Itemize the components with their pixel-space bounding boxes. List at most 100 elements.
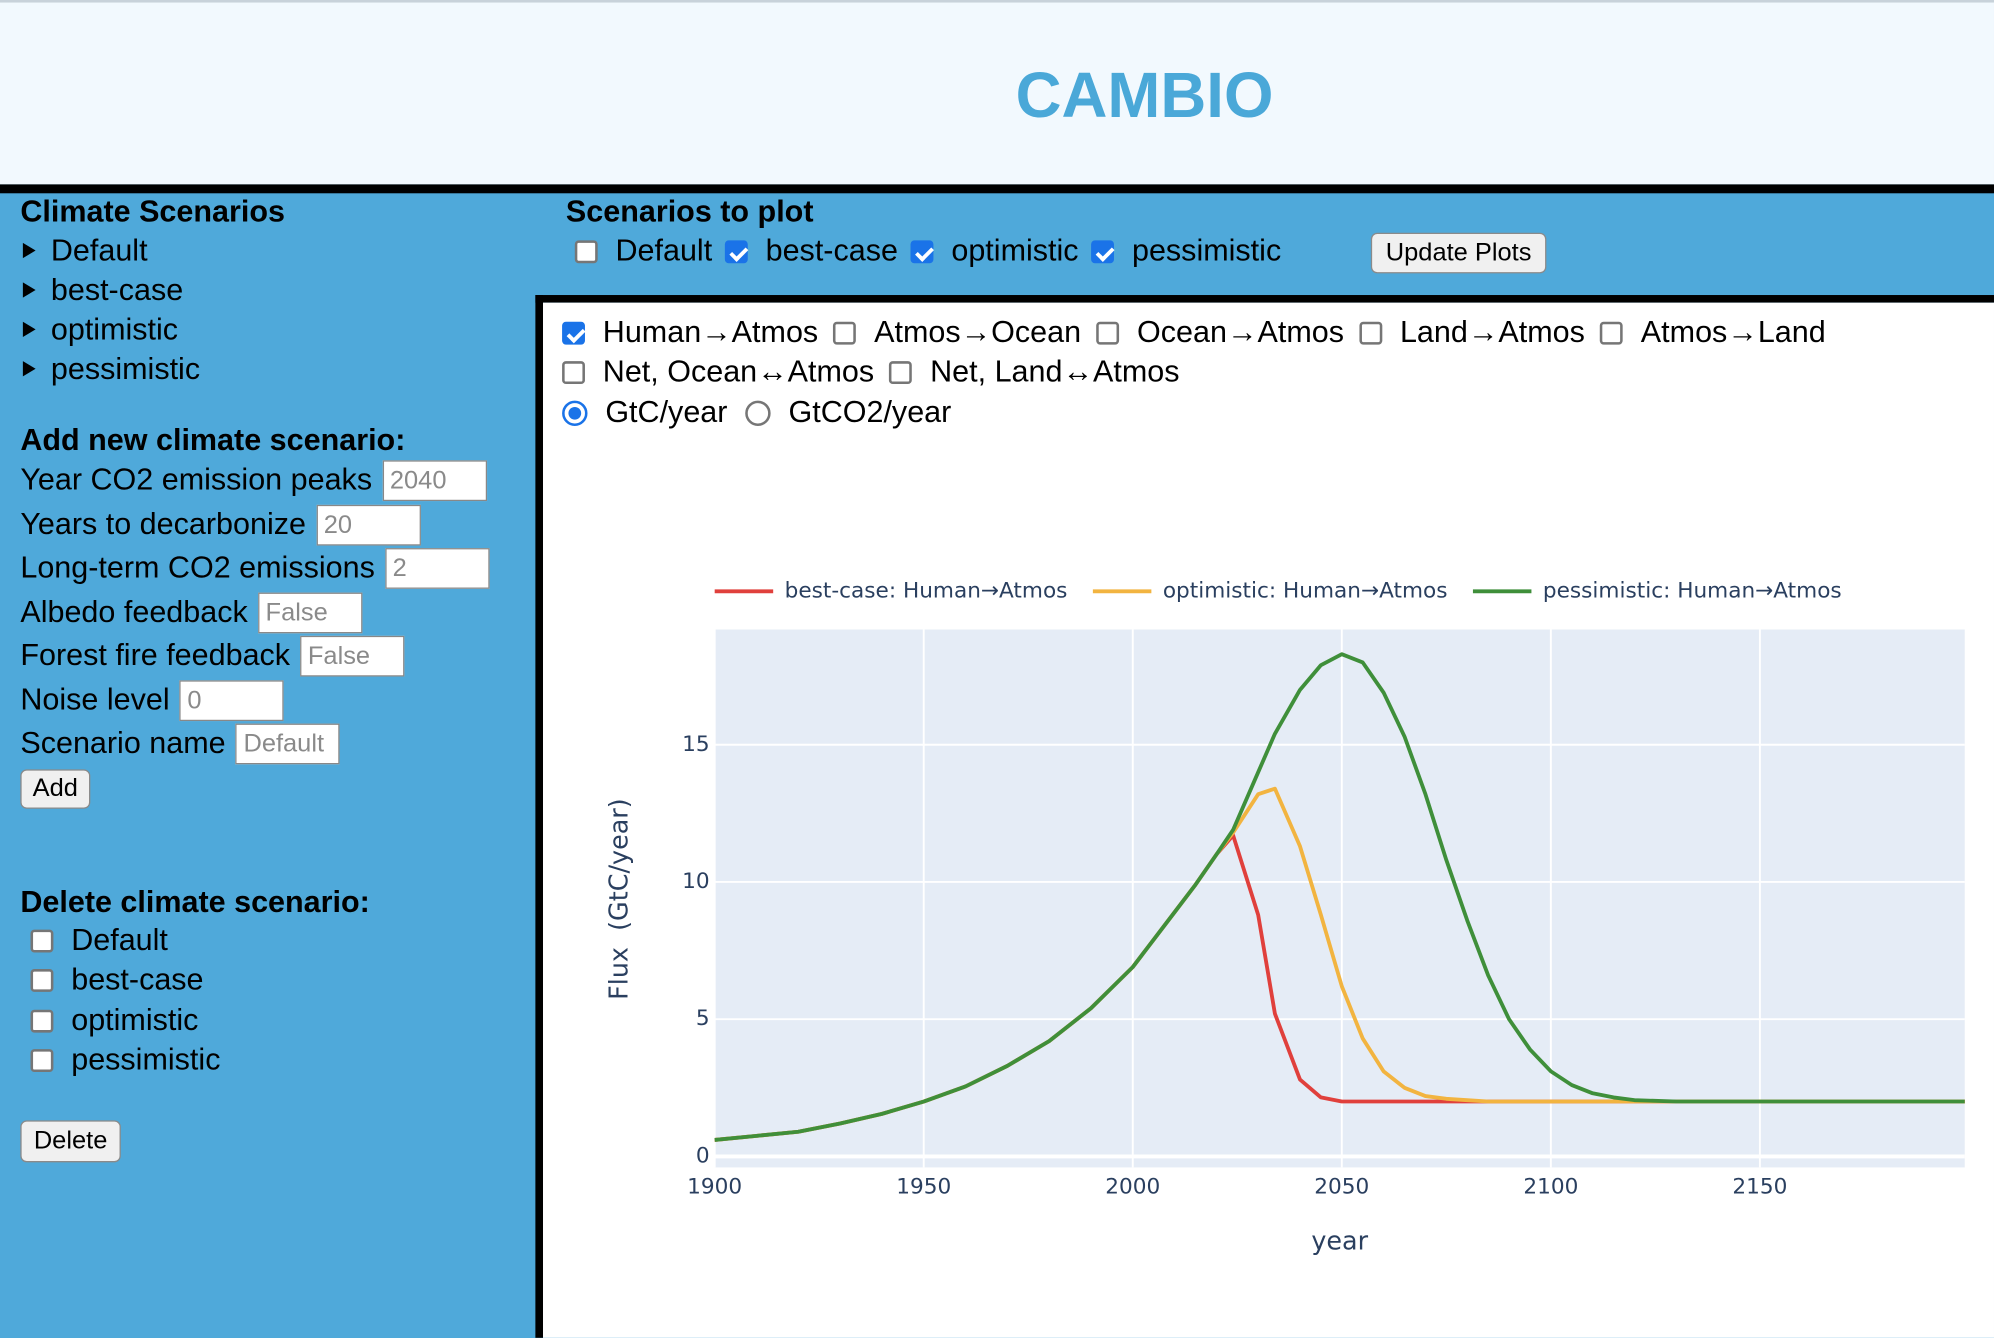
scenario-item[interactable]: best-case [20,271,529,310]
radio-button[interactable] [745,399,771,426]
checkbox[interactable] [562,321,585,344]
app-title: CAMBIO [1015,59,1274,131]
option-label: Default [615,233,713,268]
scenario-item[interactable]: optimistic [20,310,529,349]
scenario-list: Default best-case optimistic pessimistic [20,231,529,389]
scenario-item[interactable]: pessimistic [20,350,529,389]
checkbox[interactable] [1359,321,1383,344]
x-tick-label: 2000 [1105,1175,1160,1200]
checkbox[interactable] [1096,321,1120,344]
form-field: Albedo feedback False [20,591,489,635]
scenario-item[interactable]: Default [20,231,529,270]
divider [0,184,1994,194]
chart: 1900 1950 2000 2050 2100 2150 0 5 10 15 year Flux (… [604,578,1965,1255]
update-button[interactable]: Update Plots [1370,232,1547,274]
scenario-option: Default [574,233,713,269]
section-title: Scenarios to plot [565,194,814,229]
disclosure-triangle [22,360,36,376]
legend-label: optimistic: Human→Atmos [1163,578,1448,603]
checkbox[interactable] [910,239,934,263]
y-tick-label: 5 [696,1006,710,1031]
flux-option: Human→Atmos [562,315,818,351]
option-label: Atmos→Ocean [874,314,1082,350]
scenario-option: pessimistic [1091,233,1281,269]
divider [535,295,1994,303]
x-axis-title: year [1311,1225,1368,1255]
scenario-name: Default [50,233,148,268]
field-label: Scenario name [20,726,226,761]
field-label: Year CO2 emission peaks [20,463,373,498]
checkbox[interactable] [1600,321,1624,344]
text-input[interactable]: 2 [385,548,490,590]
flux-option: Net, Ocean↔Atmos [562,354,874,390]
option-label: pessimistic [71,1043,221,1078]
delete-list: Default best-case optimistic pessimistic [30,921,239,1081]
delete-row: Default [30,921,239,961]
x-tick-label: 1950 [896,1175,951,1200]
checkbox[interactable] [724,239,748,263]
option-label: Ocean→Atmos [1137,314,1344,350]
option-label: Human→Atmos [602,314,819,350]
field-label: Noise level [20,682,170,717]
delete-button[interactable]: Delete [20,1120,121,1163]
checkbox[interactable] [562,360,585,384]
x-tick-label: 1900 [687,1175,742,1200]
text-input[interactable]: False [257,592,363,633]
form-field: Noise level 0 [20,678,489,722]
scenario-option: optimistic [910,233,1079,269]
checkbox[interactable] [30,1049,54,1073]
checkbox[interactable] [30,929,54,953]
data-line [714,652,1965,1142]
legend-label: pessimistic: Human→Atmos [1543,578,1842,603]
form-field: Scenario name Default [20,722,489,766]
form-field: Years to decarbonize 20 [20,503,489,547]
delete-option: optimistic [30,1003,199,1039]
field-label: Long-term CO2 emissions [20,550,375,586]
text-input[interactable]: Default [235,723,341,765]
sidebar: Climate Scenarios Default best-case optimi… [20,193,529,389]
option-label: optimistic [951,233,1079,268]
checkbox[interactable] [889,360,913,384]
checkbox[interactable] [30,969,54,993]
section-title: Climate Scenarios [20,194,285,229]
divider [535,295,544,1338]
scenario-name: optimistic [50,312,179,347]
option-label: Atmos→Land [1640,314,1826,350]
option-label: optimistic [71,1003,199,1038]
checkbox[interactable] [833,321,857,344]
section-title: Add new climate scenario: [20,423,406,458]
option-label: Default [71,922,168,958]
form-field: Year CO2 emission peaks 2040 [20,459,489,503]
field-label: Albedo feedback [20,594,248,630]
header: CAMBIO [0,0,1994,185]
y-axis-title: Flux (GtC/year) [604,798,634,1000]
disclosure-triangle [22,321,36,337]
checkbox[interactable] [1091,239,1115,263]
scenario-options: Default best-case optimistic pessimistic [574,231,1294,270]
delete-option: Default [30,922,168,959]
option-label: best-case [71,962,204,998]
scenario-name: best-case [50,272,184,308]
section-title: Delete climate scenario: [20,885,370,920]
text-input[interactable]: 2040 [382,460,487,502]
unit-options: GtC/year GtCO2/year [562,393,969,432]
unit-option: GtCO2/year [745,395,951,431]
delete-option: best-case [30,962,204,999]
text-input[interactable]: False [300,636,405,677]
checkbox[interactable] [30,1009,54,1033]
y-tick-label: 0 [696,1143,710,1168]
option-label: GtCO2/year [788,394,952,430]
delete-row: best-case [30,961,239,1001]
checkbox[interactable] [574,239,598,263]
add-button[interactable]: Add [20,769,91,809]
option-label: pessimistic [1131,233,1282,268]
radio-button[interactable] [562,399,588,426]
flux-option: Atmos→Land [1600,315,1826,351]
text-input[interactable]: 0 [179,680,285,721]
text-input[interactable]: 20 [316,504,421,546]
option-label: best-case [765,233,898,268]
field-label: Forest fire feedback [20,638,291,674]
disclosure-triangle [22,242,36,258]
flux-option: Ocean→Atmos [1096,315,1344,351]
scenario-name: pessimistic [50,351,201,386]
